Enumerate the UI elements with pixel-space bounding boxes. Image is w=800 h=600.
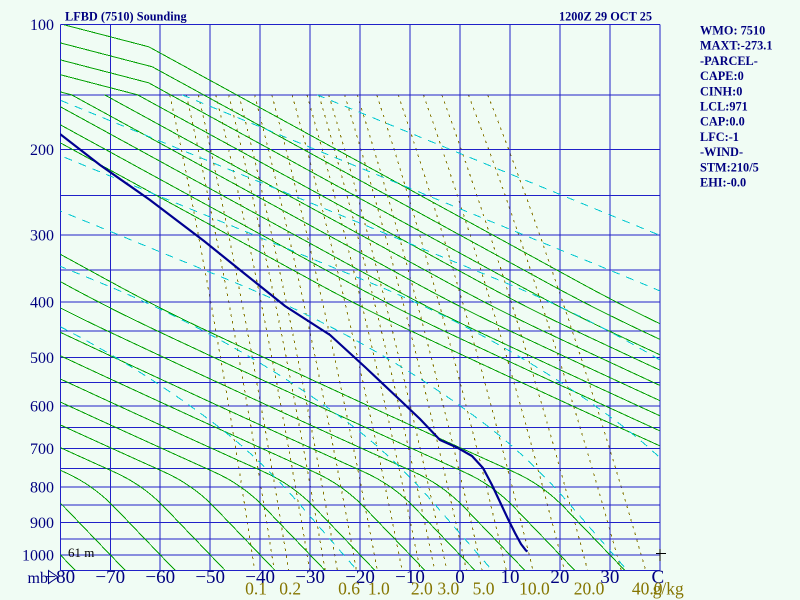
svg-text:CAPE:0: CAPE:0 — [700, 69, 744, 83]
svg-text:600: 600 — [30, 398, 54, 415]
svg-text:EHI:-0.0: EHI:-0.0 — [700, 176, 746, 190]
svg-text:61 m: 61 m — [68, 545, 94, 560]
svg-text:-PARCEL-: -PARCEL- — [700, 54, 758, 68]
svg-text:300: 300 — [30, 228, 54, 245]
svg-text:1.0: 1.0 — [368, 578, 390, 598]
svg-text:500: 500 — [30, 350, 54, 367]
svg-text:0: 0 — [455, 567, 465, 588]
svg-text:LCL:971: LCL:971 — [700, 100, 748, 114]
svg-text:mb: mb — [28, 570, 48, 587]
svg-text:MAXT:-273.1: MAXT:-273.1 — [700, 39, 773, 53]
svg-text:40.0: 40.0 — [632, 578, 663, 598]
svg-text:5.0: 5.0 — [473, 578, 495, 598]
svg-text:0.6: 0.6 — [338, 578, 360, 598]
svg-text:900: 900 — [30, 515, 54, 532]
svg-text:STM:210/5: STM:210/5 — [700, 160, 759, 174]
svg-text:C: C — [651, 567, 664, 588]
svg-text:LFC:-1: LFC:-1 — [700, 130, 739, 144]
svg-text:−60: −60 — [145, 567, 175, 588]
svg-text:1200Z 29 OCT 25: 1200Z 29 OCT 25 — [559, 10, 652, 24]
svg-text:−10: −10 — [395, 567, 425, 588]
svg-text:0.1: 0.1 — [245, 578, 267, 598]
svg-text:30: 30 — [600, 567, 619, 588]
svg-text:10.0: 10.0 — [519, 578, 550, 598]
svg-text:400: 400 — [30, 294, 54, 311]
svg-text:−40: −40 — [245, 567, 275, 588]
svg-text:LFBD (7510) Sounding: LFBD (7510) Sounding — [65, 10, 187, 24]
svg-text:10: 10 — [500, 567, 519, 588]
svg-text:200: 200 — [30, 142, 54, 159]
svg-text:g/kg: g/kg — [653, 578, 684, 598]
svg-text:CAP:0.0: CAP:0.0 — [700, 115, 745, 129]
svg-text:3.0: 3.0 — [437, 578, 459, 598]
svg-text:700: 700 — [30, 441, 54, 458]
svg-text:0.2: 0.2 — [279, 578, 301, 598]
svg-text:−70: −70 — [95, 567, 125, 588]
svg-text:-WIND-: -WIND- — [700, 145, 743, 159]
svg-text:800: 800 — [30, 480, 54, 497]
svg-text:−20: −20 — [345, 567, 375, 588]
svg-text:100: 100 — [30, 17, 54, 34]
svg-text:−30: −30 — [295, 567, 325, 588]
svg-text:CINH:0: CINH:0 — [700, 84, 742, 98]
svg-text:−50: −50 — [195, 567, 225, 588]
svg-text:20.0: 20.0 — [574, 578, 605, 598]
svg-text:WMO: 7510: WMO: 7510 — [700, 24, 765, 38]
svg-text:1000: 1000 — [22, 547, 54, 564]
svg-text:−80: −80 — [45, 567, 75, 588]
svg-text:20: 20 — [550, 567, 569, 588]
svg-text:2.0: 2.0 — [411, 578, 433, 598]
